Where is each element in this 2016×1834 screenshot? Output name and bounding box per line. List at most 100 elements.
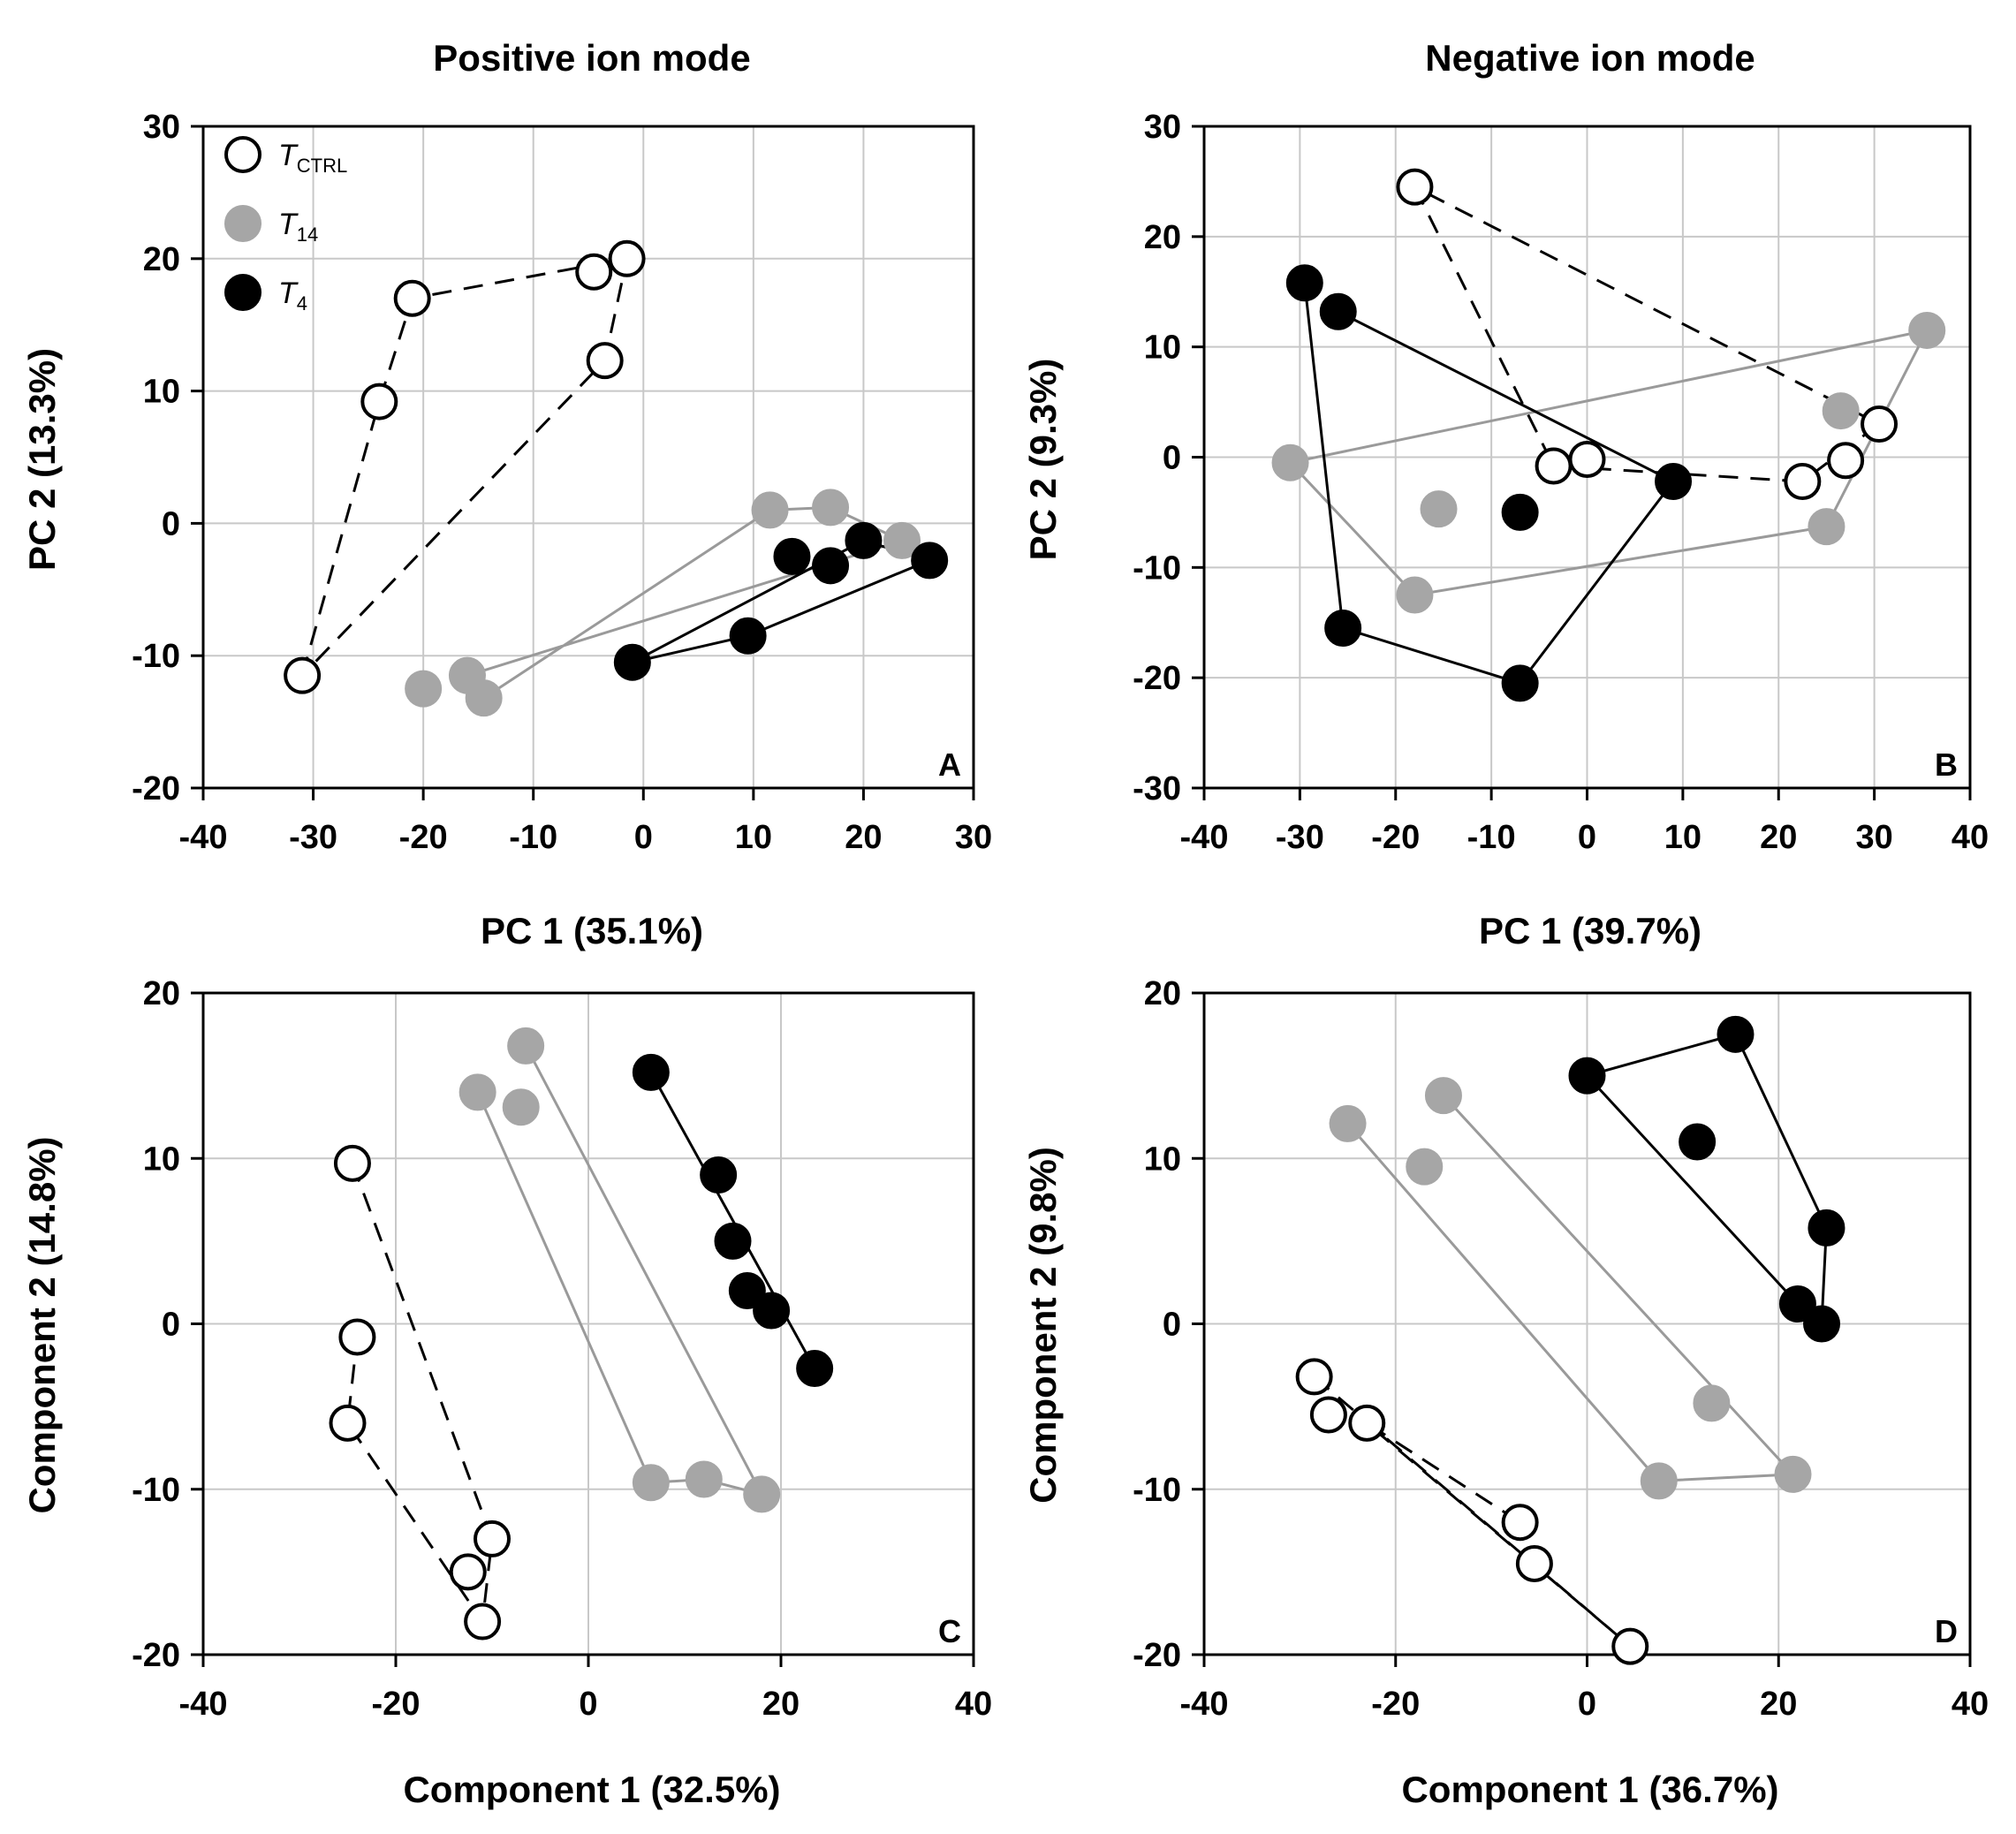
panel-b-t-ctrl-outline [1413, 186, 1882, 483]
panel-d-t-14-point [1406, 1148, 1444, 1186]
panel-d-ytick-label: 10 [1144, 1141, 1181, 1178]
panel-c-t-4-point [753, 1292, 791, 1330]
legend-label-main: T [278, 139, 299, 172]
panel-a-xtick-label: 30 [955, 819, 992, 856]
panel-d-ylabel: Component 2 (9.8%) [1022, 1147, 1064, 1504]
panel-c-t-14-point [685, 1460, 723, 1498]
panel-a-xtick-label: -20 [399, 819, 448, 856]
panel-d-t-4-point [1803, 1305, 1841, 1343]
panel-a-t-14-point [812, 489, 850, 527]
panel-c-ytick-label: -20 [132, 1637, 180, 1674]
panel-c-t-14-point [459, 1073, 496, 1111]
panel-a-plot-frame [201, 125, 975, 790]
panel-a-ytick-label: 0 [162, 505, 180, 542]
panel-b-ytick-label: 0 [1163, 440, 1181, 477]
panel-a-t-ctrl-outline [300, 256, 629, 677]
panel-d-xtick-label: -20 [1371, 1686, 1420, 1723]
legend-label-sub: 14 [297, 224, 318, 246]
panel-d-t-ctrl-point [1309, 1396, 1347, 1434]
panel-b-t-14-point [1808, 508, 1845, 546]
panel-b-xtick-label: 40 [1952, 819, 1989, 856]
panel-b-negative-pca: PC 1 (39.7%) PC 2 (9.3%) -40 -30 -20 -10 0 10… [1022, 109, 1989, 951]
panel-b-t-4-point [1319, 292, 1357, 330]
panel-a-xtick-label: -10 [509, 819, 557, 856]
panel-d-t-14-point [1774, 1455, 1812, 1493]
panel-a-ytick-label: 20 [143, 241, 180, 278]
legend-label-sub: CTRL [297, 155, 347, 177]
panel-b-ytick-label: -20 [1133, 660, 1181, 697]
panel-c-t-ctrl-point [338, 1318, 376, 1356]
panel-c-t-4-point [700, 1156, 738, 1194]
panel-b-t-ctrl-point [1827, 442, 1865, 480]
panel-d-xtick-label: 20 [1760, 1686, 1797, 1723]
panel-c-ytick-label: 10 [143, 1141, 180, 1178]
panel-a-t-4-point [812, 547, 850, 585]
legend-label-sub: 4 [297, 292, 307, 315]
panel-c-xtick-label: 40 [955, 1686, 992, 1723]
panel-a-ylabel: PC 2 (13.3%) [21, 348, 63, 571]
panel-d-xtick-label: -40 [1180, 1686, 1229, 1723]
panel-d-ytick-label: 0 [1163, 1307, 1181, 1344]
panel-c-t-ctrl-point [449, 1553, 487, 1591]
panel-a-t-4-point [729, 617, 767, 655]
panel-c-xlabel: Component 1 (32.5%) [403, 1769, 780, 1810]
panel-c-t-ctrl-point [329, 1404, 367, 1442]
panel-a-t-ctrl-point [360, 383, 398, 421]
panel-a-t-14-point [883, 521, 921, 559]
panel-a-xlabel: PC 1 (35.1%) [481, 910, 703, 951]
panel-a-ytick-label: 10 [143, 374, 180, 411]
panel-b-t-ctrl-point [1784, 462, 1822, 500]
panel-a-t-4-point [845, 521, 883, 559]
panel-d-t-14-outline [1346, 1095, 1796, 1482]
panel-a-positive-pca: PC 1 (35.1%) PC 2 (13.3%) -40 -30 -20 -10 0 1… [21, 109, 992, 951]
panel-d-ytick-label: -20 [1133, 1637, 1181, 1674]
panel-d-t-4-point [1808, 1209, 1845, 1247]
panel-b-ytick-label: -30 [1133, 770, 1181, 807]
panel-d-t-ctrl-point [1611, 1627, 1649, 1665]
panel-d-xlabel: Component 1 (36.7%) [1401, 1769, 1778, 1810]
panel-c-positive-pls: Component 1 (32.5%) Component 2 (14.8%) … [21, 975, 992, 1810]
panel-d-t-ctrl-point [1515, 1545, 1553, 1583]
panel-c-t-14-point [743, 1475, 781, 1513]
legend-label-gray: T14 [278, 208, 318, 246]
panel-b-t-4-point [1501, 493, 1539, 531]
panel-a-xtick-label: 10 [735, 819, 772, 856]
panel-c-xtick-label: 0 [579, 1686, 597, 1723]
panel-d-t-14-point [1693, 1384, 1731, 1422]
panel-b-t-14-point [1271, 443, 1309, 481]
panel-c-ylabel: Component 2 (14.8%) [21, 1136, 63, 1513]
panel-b-t-14-point [1908, 311, 1946, 349]
panel-c-xtick-label: 20 [762, 1686, 800, 1723]
panel-b-xtick-label: -30 [1276, 819, 1324, 856]
title-positive-ion-mode: Positive ion mode [433, 37, 750, 79]
panel-a-t-14-point [751, 491, 789, 529]
panel-b-letter: B [1935, 746, 1958, 783]
panel-c-letter: C [938, 1613, 961, 1649]
panel-d-t-4-point [1717, 1015, 1755, 1053]
panel-d-ytick-label: -10 [1133, 1472, 1181, 1509]
panel-d-t-ctrl-point [1295, 1358, 1333, 1396]
panel-b-xtick-label: -20 [1371, 819, 1420, 856]
panel-b-ytick-label: -10 [1133, 549, 1181, 587]
panel-c-t-ctrl-point [333, 1144, 371, 1182]
legend-marker-open [224, 136, 261, 173]
panel-d-t-4-point [1679, 1123, 1717, 1161]
legend-label-main: T [278, 208, 299, 241]
panel-c-t-4-point [796, 1350, 834, 1388]
panel-c-xtick-label: -40 [179, 1686, 228, 1723]
panel-a-ytick-label: -20 [132, 770, 180, 807]
panel-d-xtick-label: 0 [1578, 1686, 1596, 1723]
panel-c-t-14-point [502, 1088, 540, 1126]
panel-b-t-ctrl-point [1535, 447, 1573, 485]
panel-d-letter: D [1935, 1613, 1958, 1649]
panel-a-t-ctrl-point [608, 239, 646, 277]
panel-a-xtick-label: -30 [289, 819, 337, 856]
panel-b-t-4-point [1501, 664, 1539, 702]
panel-b-t-ctrl-point [1396, 168, 1434, 206]
panel-b-t-14-point [1822, 392, 1860, 430]
panel-a-ytick-label: -10 [132, 638, 180, 675]
panel-b-ylabel: PC 2 (9.3%) [1022, 359, 1064, 561]
panel-c-t-ctrl-point [474, 1519, 511, 1557]
panel-b-t-4-point [1655, 462, 1693, 500]
